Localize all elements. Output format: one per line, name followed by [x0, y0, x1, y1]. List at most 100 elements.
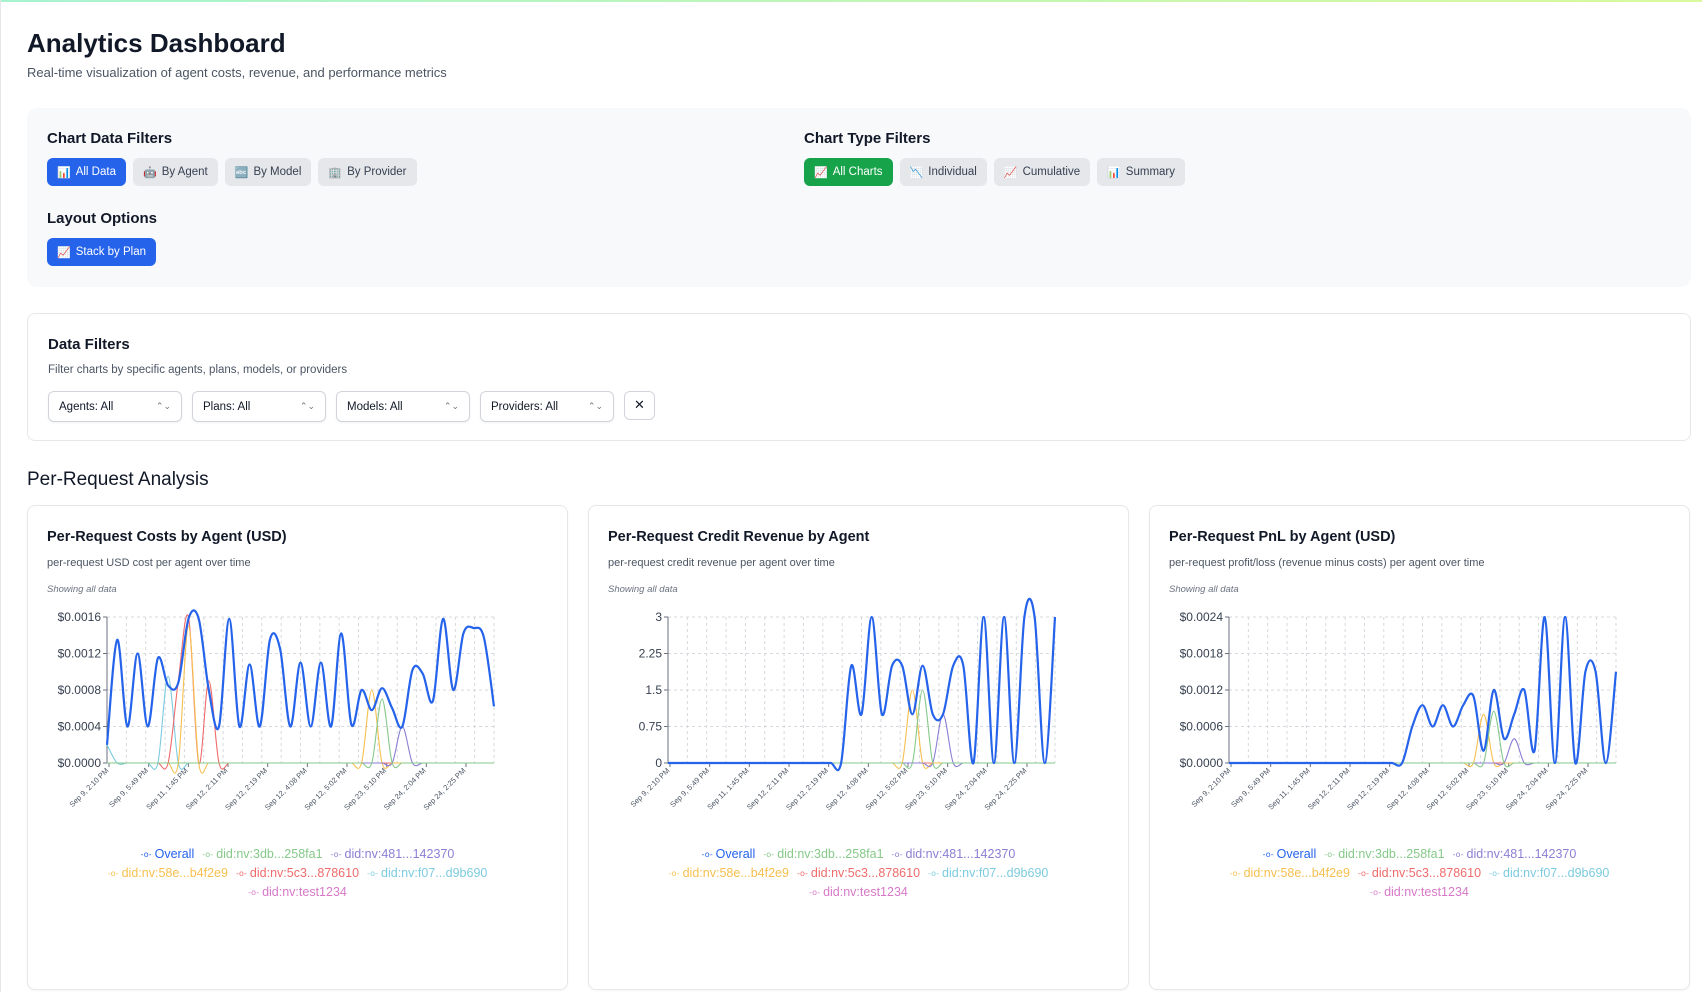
legend-marker-icon: -o- [330, 850, 342, 859]
legend-row: -o- Overall -o-did:nv:3db...258fa1 -o-did:n… [599, 845, 1118, 864]
legend-item[interactable]: -o-did:nv:f07...d9b690 [1489, 864, 1609, 883]
legend-item[interactable]: -o-did:nv:481...142370 [331, 845, 455, 864]
y-tick-label: $0.0012 [58, 647, 102, 661]
legend-marker-icon: -o- [668, 869, 680, 878]
type-all-charts-button[interactable]: 📈 All Charts [804, 158, 893, 186]
legend-item[interactable]: -o-did:nv:f07...d9b690 [367, 864, 487, 883]
legend-item[interactable]: -o-did:nv:test1234 [1370, 883, 1469, 902]
chart-title: Per-Request Costs by Agent (USD) [47, 529, 287, 545]
chart-note: Showing all data [1169, 584, 1239, 595]
x-tick-label: Sep 12, 2:11 PM [184, 766, 229, 811]
button-label: Stack by Plan [75, 246, 147, 258]
legend-label: did:nv:481...142370 [344, 847, 455, 861]
legend-item[interactable]: -o-did:nv:58e...b4f2e9 [1230, 864, 1350, 883]
y-tick-label: $0.0000 [58, 756, 102, 770]
legend-label: did:nv:5c3...878610 [1371, 866, 1482, 880]
y-tick-label: 2.25 [639, 647, 663, 661]
layout-options-heading: Layout Options [47, 210, 157, 227]
filter-selects: Agents: All ⌃⌄ Plans: All ⌃⌄ Models: All ⌃⌄… [48, 391, 655, 422]
y-tick-label: 1.5 [645, 683, 662, 697]
select-value: Models: All [347, 400, 403, 413]
legend-marker-icon: -o- [1262, 850, 1274, 859]
filter-by-model-button[interactable]: 🔤 By Model [224, 158, 312, 186]
select-value: Agents: All [59, 400, 114, 413]
series-line-overall [105, 609, 496, 745]
x-tick-label: Sep 9, 5:49 PM [668, 766, 711, 809]
legend-label: did:nv:f07...d9b690 [942, 866, 1049, 880]
y-tick-label: $0.0000 [1180, 756, 1224, 770]
filter-all-data-button[interactable]: 📊 All Data [47, 158, 126, 186]
legend-item[interactable]: -o- Overall [141, 845, 195, 864]
legend-label: did:nv:5c3...878610 [249, 866, 360, 880]
chart-type-filters-heading: Chart Type Filters [804, 130, 931, 147]
legend-label: did:nv:test1234 [1384, 885, 1469, 899]
x-tick-label: Sep 9, 2:10 PM [67, 766, 110, 809]
button-label: By Agent [161, 166, 208, 178]
y-tick-label: 3 [655, 610, 662, 624]
type-individual-button[interactable]: 📉 Individual [899, 158, 987, 186]
providers-select[interactable]: Providers: All ⌃⌄ [480, 391, 614, 422]
legend-label: did:nv:58e...b4f2e9 [1243, 866, 1350, 880]
y-tick-label: $0.0006 [1180, 720, 1224, 734]
bar-chart-icon: 📊 [57, 165, 71, 179]
legend-label: did:nv:3db...258fa1 [777, 847, 884, 861]
series-line-overall [1229, 615, 1618, 767]
x-tick-label: Sep 24, 2:25 PM [1544, 766, 1590, 812]
legend-item[interactable]: -o-did:nv:test1234 [248, 883, 347, 902]
y-tick-label: $0.0018 [1180, 647, 1224, 661]
y-tick-label: 0.75 [639, 720, 663, 734]
legend-item[interactable]: -o-did:nv:5c3...878610 [1358, 864, 1481, 883]
x-tick-label: Sep 9, 5:49 PM [107, 766, 150, 809]
chart-card-pnl: Per-Request PnL by Agent (USD) per-reque… [1149, 505, 1690, 990]
legend-item[interactable]: -o-did:nv:58e...b4f2e9 [669, 864, 789, 883]
legend-item[interactable]: -o-did:nv:5c3...878610 [797, 864, 920, 883]
legend-row: -o-did:nv:58e...b4f2e9 -o-did:nv:5c3...87… [1160, 864, 1679, 883]
legend-marker-icon: -o- [1324, 850, 1336, 859]
x-tick-label: Sep 11, 1:45 PM [144, 766, 189, 811]
legend-label: did:nv:3db...258fa1 [1338, 847, 1445, 861]
legend-label: did:nv:58e...b4f2e9 [682, 866, 789, 880]
legend-item[interactable]: -o-did:nv:58e...b4f2e9 [108, 864, 228, 883]
filter-by-agent-button[interactable]: 🤖 By Agent [132, 158, 218, 186]
legend-marker-icon: -o- [1452, 850, 1464, 859]
type-summary-button[interactable]: 📊 Summary [1097, 158, 1185, 186]
legend-item[interactable]: -o-did:nv:test1234 [809, 883, 908, 902]
models-select[interactable]: Models: All ⌃⌄ [336, 391, 470, 422]
legend-row: -o-did:nv:test1234 [1160, 883, 1679, 902]
filter-by-provider-button[interactable]: 🏢 By Provider [318, 158, 417, 186]
legend-label: did:nv:3db...258fa1 [216, 847, 323, 861]
legend-marker-icon: -o- [235, 869, 247, 878]
legend-item[interactable]: -o- Overall [1263, 845, 1317, 864]
legend-item[interactable]: -o-did:nv:5c3...878610 [236, 864, 359, 883]
legend-item[interactable]: -o-did:nv:481...142370 [892, 845, 1016, 864]
plans-select[interactable]: Plans: All ⌃⌄ [192, 391, 326, 422]
legend-marker-icon: -o- [248, 888, 260, 897]
stack-by-plan-button[interactable]: 📈 Stack by Plan [47, 238, 157, 266]
legend-item[interactable]: -o- Overall [702, 845, 756, 864]
legend-item[interactable]: -o-did:nv:3db...258fa1 [763, 845, 883, 864]
data-filters-card: Data Filters Filter charts by specific a… [27, 313, 1691, 441]
trend-up-icon: 📈 [57, 245, 71, 259]
chart-data-filter-buttons: 📊 All Data 🤖 By Agent 🔤 By Model 🏢 By Provid… [47, 158, 417, 186]
legend-item[interactable]: -o-did:nv:481...142370 [1453, 845, 1577, 864]
x-tick-label: Sep 11, 1:45 PM [1266, 766, 1311, 811]
legend-label: did:nv:test1234 [262, 885, 347, 899]
trend-up-icon: 📈 [814, 165, 828, 179]
abc-icon: 🔤 [234, 165, 249, 179]
x-tick-label: Sep 9, 2:10 PM [628, 766, 671, 809]
chart-data-filters-heading: Chart Data Filters [47, 130, 173, 147]
office-building-icon: 🏢 [328, 165, 343, 179]
type-cumulative-button[interactable]: 📈 Cumulative [993, 158, 1091, 186]
legend-item[interactable]: -o-did:nv:3db...258fa1 [1324, 845, 1444, 864]
legend-label: did:nv:58e...b4f2e9 [121, 866, 228, 880]
agents-select[interactable]: Agents: All ⌃⌄ [48, 391, 182, 422]
clear-filters-button[interactable]: ✕ [624, 391, 655, 420]
x-tick-label: Sep 12, 2:11 PM [1306, 766, 1351, 811]
x-tick-label: Sep 24, 2:25 PM [422, 766, 468, 812]
legend-item[interactable]: -o-did:nv:3db...258fa1 [202, 845, 322, 864]
chart-title: Per-Request PnL by Agent (USD) [1169, 529, 1396, 545]
legend-item[interactable]: -o-did:nv:f07...d9b690 [928, 864, 1048, 883]
legend-label: did:nv:481...142370 [905, 847, 1016, 861]
